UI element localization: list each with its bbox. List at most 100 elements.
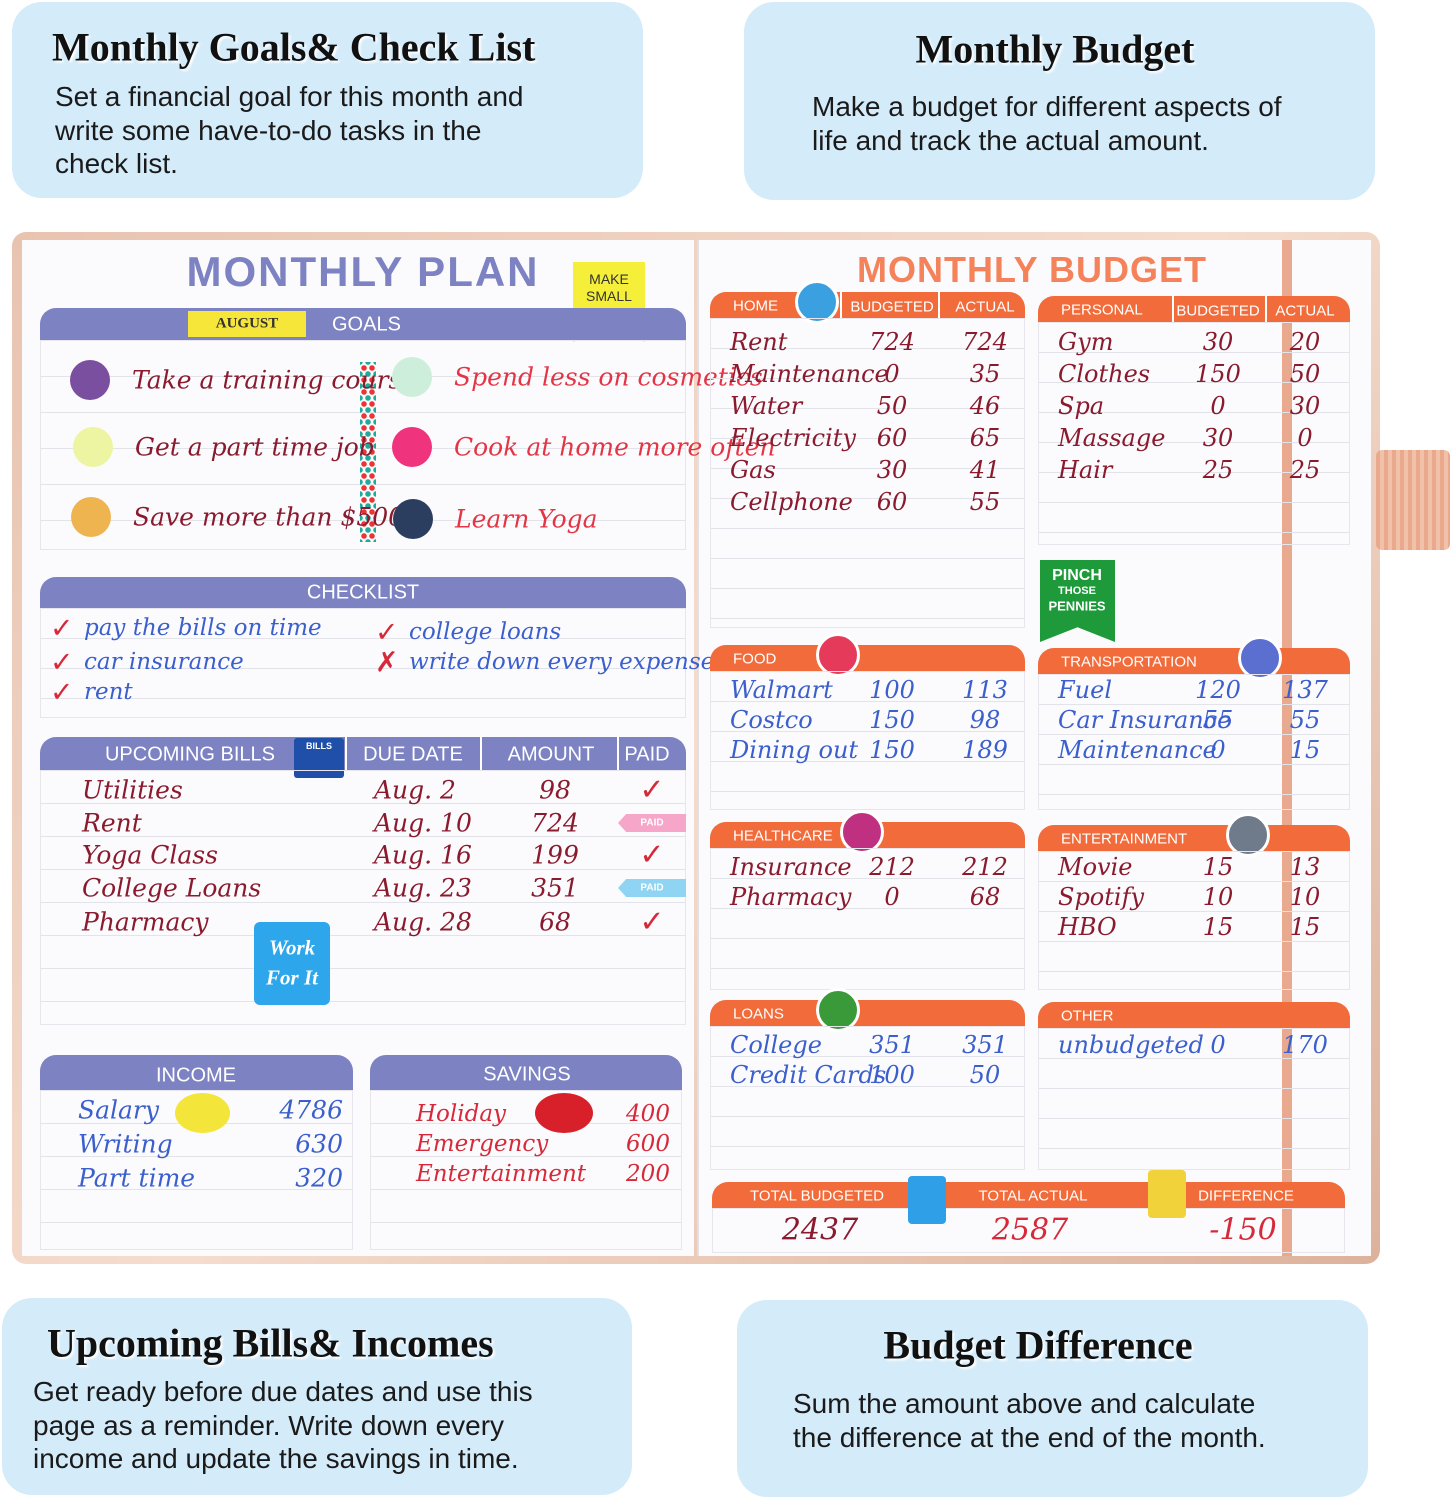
item-text: Rent: [730, 328, 788, 356]
bill-text: 98: [539, 775, 571, 805]
income-text: Writing: [78, 1129, 173, 1159]
goal-dot: [73, 427, 113, 467]
section-header: SAVINGS: [483, 1063, 571, 1086]
column-header: PAID: [624, 743, 670, 766]
section-header: PERSONAL: [1061, 301, 1143, 319]
ruled-area: [710, 848, 1025, 990]
item-text: Gym: [1058, 328, 1114, 356]
page-title: MONTHLY BUDGET: [856, 249, 1208, 290]
section-header: HOME: [733, 297, 778, 315]
bill-text: Utilities: [82, 775, 183, 805]
item-text: Water: [730, 392, 803, 420]
amount-text: 50: [1289, 360, 1321, 388]
bill-text: Aug. 28: [374, 907, 472, 937]
ruled-area: [710, 318, 1025, 628]
savings-amount: 400: [626, 1101, 670, 1127]
item-text: HBO: [1058, 913, 1117, 941]
amount-text: 120: [1195, 676, 1241, 704]
amount-text: 137: [1282, 676, 1328, 704]
income-amount: 4786: [279, 1095, 343, 1125]
amount-text: 15: [1202, 913, 1234, 941]
savings-text: Holiday: [416, 1101, 507, 1127]
budget-header: [1038, 825, 1350, 851]
column-divider: [480, 737, 482, 770]
item-text: Insurance: [730, 853, 852, 881]
piggy-sticker: [175, 1093, 230, 1133]
item-text: College: [730, 1031, 822, 1059]
sticker-text: MAKE: [589, 271, 629, 287]
check-mark: ✓: [50, 675, 74, 709]
callout-box: [737, 1300, 1368, 1497]
item-text: Electricity: [730, 424, 856, 452]
budget-header: [1038, 648, 1350, 674]
bill-text: Aug. 10: [374, 808, 472, 838]
column-header: ACTUAL: [955, 298, 1015, 316]
column-header: UPCOMING BILLS: [104, 743, 276, 766]
amount-text: 20: [1289, 328, 1321, 356]
amount-text: 30: [1202, 328, 1234, 356]
month-label: AUGUST: [215, 315, 279, 332]
amount-text: 65: [969, 424, 1001, 452]
item-text: Pharmacy: [730, 883, 852, 911]
sticker-text: PINCH: [1052, 567, 1102, 584]
amount-text: 98: [969, 706, 1001, 734]
item-text: Fuel: [1058, 676, 1112, 704]
dot-divider: [360, 362, 376, 542]
section-header: ENTERTAINMENT: [1061, 830, 1188, 848]
income-text: Salary: [78, 1095, 160, 1125]
amount-text: 10: [1202, 883, 1234, 911]
ruled-area: [370, 1090, 682, 1250]
income-amount: 320: [295, 1163, 343, 1193]
section-header: HEALTHCARE: [733, 827, 833, 845]
bill-text: 724: [531, 808, 579, 838]
callout-box: [2, 1298, 632, 1495]
column-divider: [938, 292, 940, 318]
savings-amount: 600: [626, 1131, 670, 1157]
callout-text: check list.: [55, 148, 178, 179]
bill-text: College Loans: [82, 873, 262, 903]
amount-text: 0: [884, 883, 900, 911]
column-header: DUE DATE: [363, 743, 463, 766]
amount-text: 150: [1195, 360, 1241, 388]
bill-text: 199: [531, 840, 579, 870]
callout-text: income and update the savings in time.: [33, 1443, 519, 1474]
paid-sticker: [618, 879, 686, 897]
page-title: MONTHLY PLAN: [186, 248, 540, 295]
callout-text: Set a financial goal for this month and: [55, 81, 524, 112]
amount-text: 50: [876, 392, 908, 420]
amount-text: 0: [884, 360, 900, 388]
sticker-text: BILLS: [306, 741, 332, 751]
sticker-text: SMALL: [586, 288, 632, 304]
amount-text: 30: [1289, 392, 1321, 420]
month-tag: [188, 311, 306, 337]
amount-text: 113: [962, 676, 1008, 704]
section-header: OTHER: [1061, 1007, 1114, 1025]
goal-dot: [393, 499, 433, 539]
callout-text: Make a budget for different aspects of: [812, 91, 1282, 122]
ruled-area: [1038, 322, 1350, 545]
checklist-header: [40, 577, 686, 608]
ruled-area: [1038, 1028, 1350, 1170]
callout-box: [744, 2, 1375, 200]
callout-text: write some have-to-do tasks in the: [55, 114, 482, 146]
work-sticker: [254, 922, 330, 1005]
income-amount: 630: [295, 1129, 343, 1159]
checklist-text: pay the bills on time: [84, 615, 322, 641]
column-divider: [1265, 296, 1267, 322]
callout-title: Monthly Goals& Check List: [52, 24, 536, 70]
amount-text: 150: [869, 706, 915, 734]
amount-text: 60: [876, 424, 908, 452]
amount-text: 150: [869, 736, 915, 764]
amount-text: 189: [962, 736, 1008, 764]
amount-text: 212: [869, 853, 915, 881]
item-text: Credit Cards: [730, 1061, 887, 1089]
amount-text: 724: [962, 328, 1008, 356]
amount-text: 351: [869, 1031, 915, 1059]
budget-header: [1038, 296, 1350, 322]
sticker-text: THOSE: [1058, 585, 1096, 597]
paid-mark: ✓: [639, 904, 665, 940]
amount-text: 25: [1289, 456, 1321, 484]
goal-dot: [392, 357, 432, 397]
amount-text: 15: [1289, 913, 1321, 941]
amount-text: 68: [969, 883, 1001, 911]
